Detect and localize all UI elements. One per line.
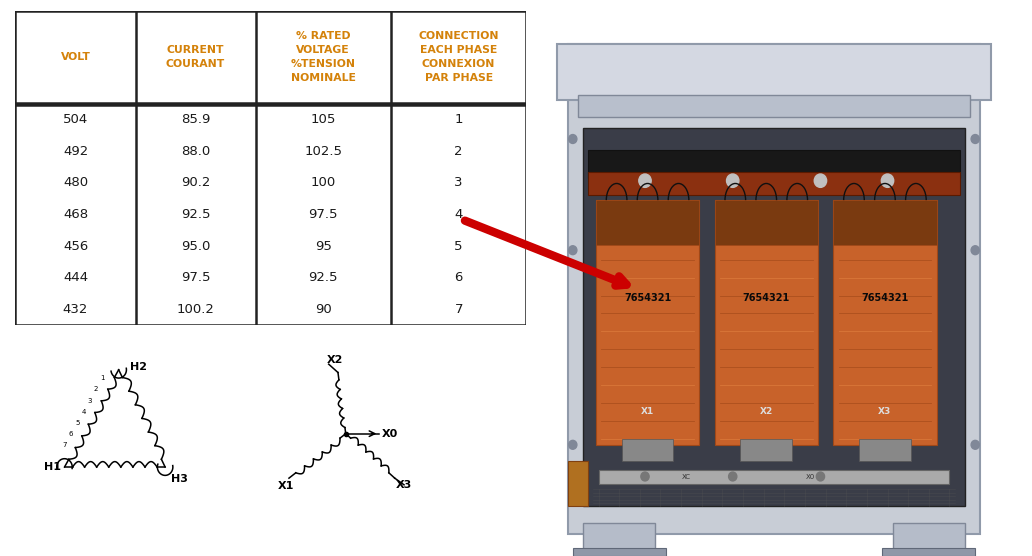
Text: H2: H2 xyxy=(130,362,147,372)
Text: X2: X2 xyxy=(760,407,773,416)
Text: 1: 1 xyxy=(454,113,463,126)
Text: H3: H3 xyxy=(171,474,188,484)
Text: 5: 5 xyxy=(454,240,463,252)
Text: 6: 6 xyxy=(69,431,73,437)
Text: 504: 504 xyxy=(63,113,88,126)
Text: VOLT: VOLT xyxy=(61,52,91,62)
Circle shape xyxy=(971,246,979,255)
Text: 456: 456 xyxy=(63,240,88,252)
Text: 432: 432 xyxy=(63,303,88,316)
Text: 480: 480 xyxy=(63,176,88,190)
Text: X3: X3 xyxy=(396,480,412,490)
Text: 3: 3 xyxy=(454,176,463,190)
Circle shape xyxy=(569,440,577,449)
Text: 97.5: 97.5 xyxy=(309,208,338,221)
Text: X3: X3 xyxy=(878,407,892,416)
Bar xyxy=(741,439,793,461)
Text: 92.5: 92.5 xyxy=(181,208,211,221)
Text: CURRENT
COURANT: CURRENT COURANT xyxy=(166,46,225,70)
Text: X2: X2 xyxy=(327,355,344,365)
Text: 90: 90 xyxy=(315,303,331,316)
Text: 7: 7 xyxy=(63,443,67,448)
Bar xyxy=(596,200,700,445)
Text: 100: 100 xyxy=(311,176,335,190)
Bar xyxy=(568,44,980,534)
Bar xyxy=(588,150,960,178)
Text: H1: H1 xyxy=(43,462,61,472)
Text: X0: X0 xyxy=(806,474,814,480)
Text: 90.2: 90.2 xyxy=(181,176,211,190)
Text: 102.5: 102.5 xyxy=(304,145,343,158)
Text: 468: 468 xyxy=(63,208,88,221)
Bar xyxy=(596,200,700,245)
Text: 4: 4 xyxy=(454,208,462,221)
Circle shape xyxy=(881,174,894,187)
Bar xyxy=(860,439,911,461)
Text: 7654321: 7654321 xyxy=(743,293,789,303)
Text: X0: X0 xyxy=(382,429,398,439)
Text: CONNECTION
EACH PHASE
CONNEXION
PAR PHASE: CONNECTION EACH PHASE CONNEXION PAR PHAS… xyxy=(418,32,498,83)
Circle shape xyxy=(729,472,737,481)
Text: XC: XC xyxy=(682,474,690,480)
Bar xyxy=(714,200,817,445)
Text: 95.0: 95.0 xyxy=(181,240,211,252)
Bar xyxy=(621,439,673,461)
Text: 92.5: 92.5 xyxy=(309,271,338,284)
Bar xyxy=(882,548,975,556)
Circle shape xyxy=(641,472,649,481)
Circle shape xyxy=(971,135,979,143)
Bar xyxy=(583,523,655,550)
Text: 444: 444 xyxy=(63,271,88,284)
Text: 1: 1 xyxy=(100,375,104,381)
Text: 7654321: 7654321 xyxy=(862,293,908,303)
Text: 88.0: 88.0 xyxy=(181,145,211,158)
Text: 105: 105 xyxy=(311,113,336,126)
Text: 4: 4 xyxy=(82,409,86,415)
Text: % RATED
VOLTAGE
%TENSION
NOMINALE: % RATED VOLTAGE %TENSION NOMINALE xyxy=(291,32,356,83)
Text: 2: 2 xyxy=(454,145,463,158)
Bar xyxy=(833,200,936,445)
Text: 492: 492 xyxy=(63,145,88,158)
Circle shape xyxy=(727,174,739,187)
Text: 85.9: 85.9 xyxy=(181,113,211,126)
Bar xyxy=(714,200,817,245)
Text: 6: 6 xyxy=(454,271,462,284)
Circle shape xyxy=(816,472,825,481)
Bar xyxy=(573,548,666,556)
Bar xyxy=(557,44,991,100)
Text: 5: 5 xyxy=(75,420,79,426)
Circle shape xyxy=(971,440,979,449)
Text: 7654321: 7654321 xyxy=(624,293,671,303)
Circle shape xyxy=(569,246,577,255)
Bar xyxy=(568,461,588,506)
Bar xyxy=(893,523,965,550)
Bar xyxy=(583,128,965,506)
Text: 7: 7 xyxy=(454,303,463,316)
Bar xyxy=(588,172,960,195)
Text: 97.5: 97.5 xyxy=(181,271,211,284)
Text: 95: 95 xyxy=(315,240,331,252)
Text: 3: 3 xyxy=(88,398,92,404)
Text: 2: 2 xyxy=(94,386,98,393)
Circle shape xyxy=(639,174,651,187)
Text: X1: X1 xyxy=(279,481,294,492)
Text: X1: X1 xyxy=(641,407,654,416)
Bar xyxy=(578,95,970,117)
Bar xyxy=(833,200,936,245)
Text: 100.2: 100.2 xyxy=(176,303,215,316)
Bar xyxy=(599,470,949,484)
Circle shape xyxy=(814,174,827,187)
Circle shape xyxy=(569,135,577,143)
